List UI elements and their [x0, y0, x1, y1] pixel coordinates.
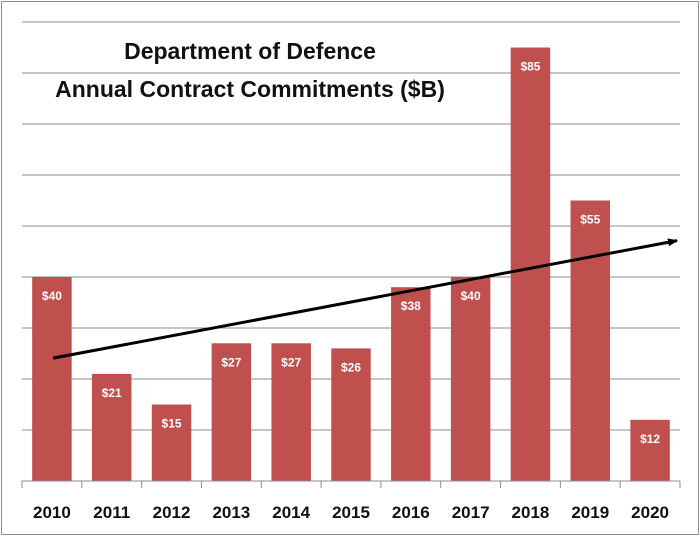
x-tick-2015: 2015 [332, 503, 370, 522]
bar-2013 [211, 343, 252, 481]
bar-label-2011: $21 [102, 386, 122, 400]
x-tick-2018: 2018 [512, 503, 550, 522]
bar-2017 [450, 277, 491, 481]
bar-2020 [630, 419, 670, 481]
bar-2014 [271, 343, 311, 481]
bar-2010 [32, 277, 72, 481]
gridlines [22, 21, 680, 431]
trend-arrow [52, 238, 678, 360]
x-tick-2011: 2011 [93, 503, 130, 522]
x-tick-2014: 2014 [272, 503, 310, 522]
x-tick-2019: 2019 [571, 503, 609, 522]
trend-line [52, 238, 678, 360]
bar-2015 [331, 348, 371, 481]
x-tick-2020: 2020 [631, 503, 669, 522]
x-tick-2010: 2010 [33, 503, 71, 522]
bar-2011 [91, 373, 132, 481]
bar-label-2010: $40 [42, 289, 62, 303]
bar-label-2014: $27 [281, 355, 301, 369]
bar-2019 [570, 200, 611, 481]
chart-title-line-2: Annual Contract Commitments ($B) [55, 76, 445, 102]
bar-label-2018: $85 [520, 60, 540, 74]
chart-title: Department of Defence Annual Contract Co… [0, 32, 500, 108]
chart-title-line-1: Department of Defence [124, 38, 376, 64]
bar-label-2015: $26 [341, 360, 361, 374]
x-tick-2016: 2016 [392, 503, 430, 522]
bar-label-2012: $15 [162, 417, 182, 431]
bar-label-2016: $38 [401, 299, 421, 313]
bar-label-2020: $12 [640, 432, 660, 446]
bars: $40 $21 $15 $27 $27 $26 $38 $40 $85 $55 $12 [32, 47, 670, 481]
bar-label-2019: $55 [580, 213, 600, 227]
x-tick-2012: 2012 [153, 503, 191, 522]
x-tick-2017: 2017 [452, 503, 490, 522]
bar-2012 [151, 404, 192, 481]
bar-label-2013: $27 [221, 355, 241, 369]
bar-2016 [391, 287, 431, 481]
bar-label-2017: $40 [461, 289, 481, 303]
x-axis: 2010 2011 2012 2013 2014 2015 2016 2017 2018 2019… [21, 480, 681, 522]
x-tick-2013: 2013 [212, 503, 250, 522]
